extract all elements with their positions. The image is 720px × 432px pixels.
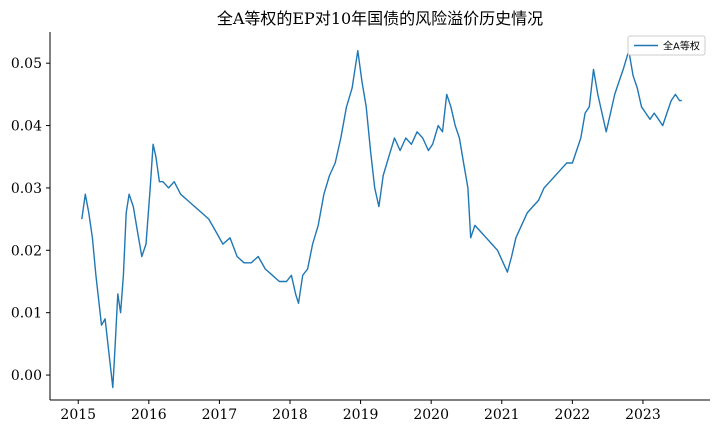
y-tick-label: 0.04	[11, 119, 42, 135]
y-tick-label: 0.05	[11, 56, 42, 72]
x-tick-label: 2022	[555, 407, 591, 423]
legend-box	[627, 35, 706, 56]
series-line	[81, 50, 682, 389]
x-tick-label: 2020	[413, 407, 449, 423]
x-tick-label: 2016	[131, 407, 167, 423]
legend-label: 全A等权	[663, 40, 700, 53]
chart-title: 全A等权的EP对10年国债的风险溢价历史情况	[217, 9, 543, 28]
x-tick-label: 2015	[60, 407, 96, 423]
y-tick-label: 0.03	[11, 181, 42, 197]
x-tick-label: 2019	[343, 407, 379, 423]
series-layer	[81, 50, 682, 389]
y-tick-label: 0.01	[11, 306, 42, 322]
x-axis-ticks: 2015 2016 2017 2018 2019 2020 2021 2022 2023	[60, 400, 661, 423]
x-tick-label: 2017	[202, 407, 238, 423]
legend: 全A等权	[627, 35, 706, 56]
x-tick-label: 2018	[272, 407, 308, 423]
y-tick-label: 0.00	[11, 368, 42, 384]
y-tick-label: 0.02	[11, 243, 42, 259]
x-tick-label: 2021	[484, 407, 520, 423]
x-tick-label: 2023	[625, 407, 661, 423]
y-axis-ticks: 0.00 0.01 0.02 0.03 0.04 0.05	[11, 56, 50, 384]
